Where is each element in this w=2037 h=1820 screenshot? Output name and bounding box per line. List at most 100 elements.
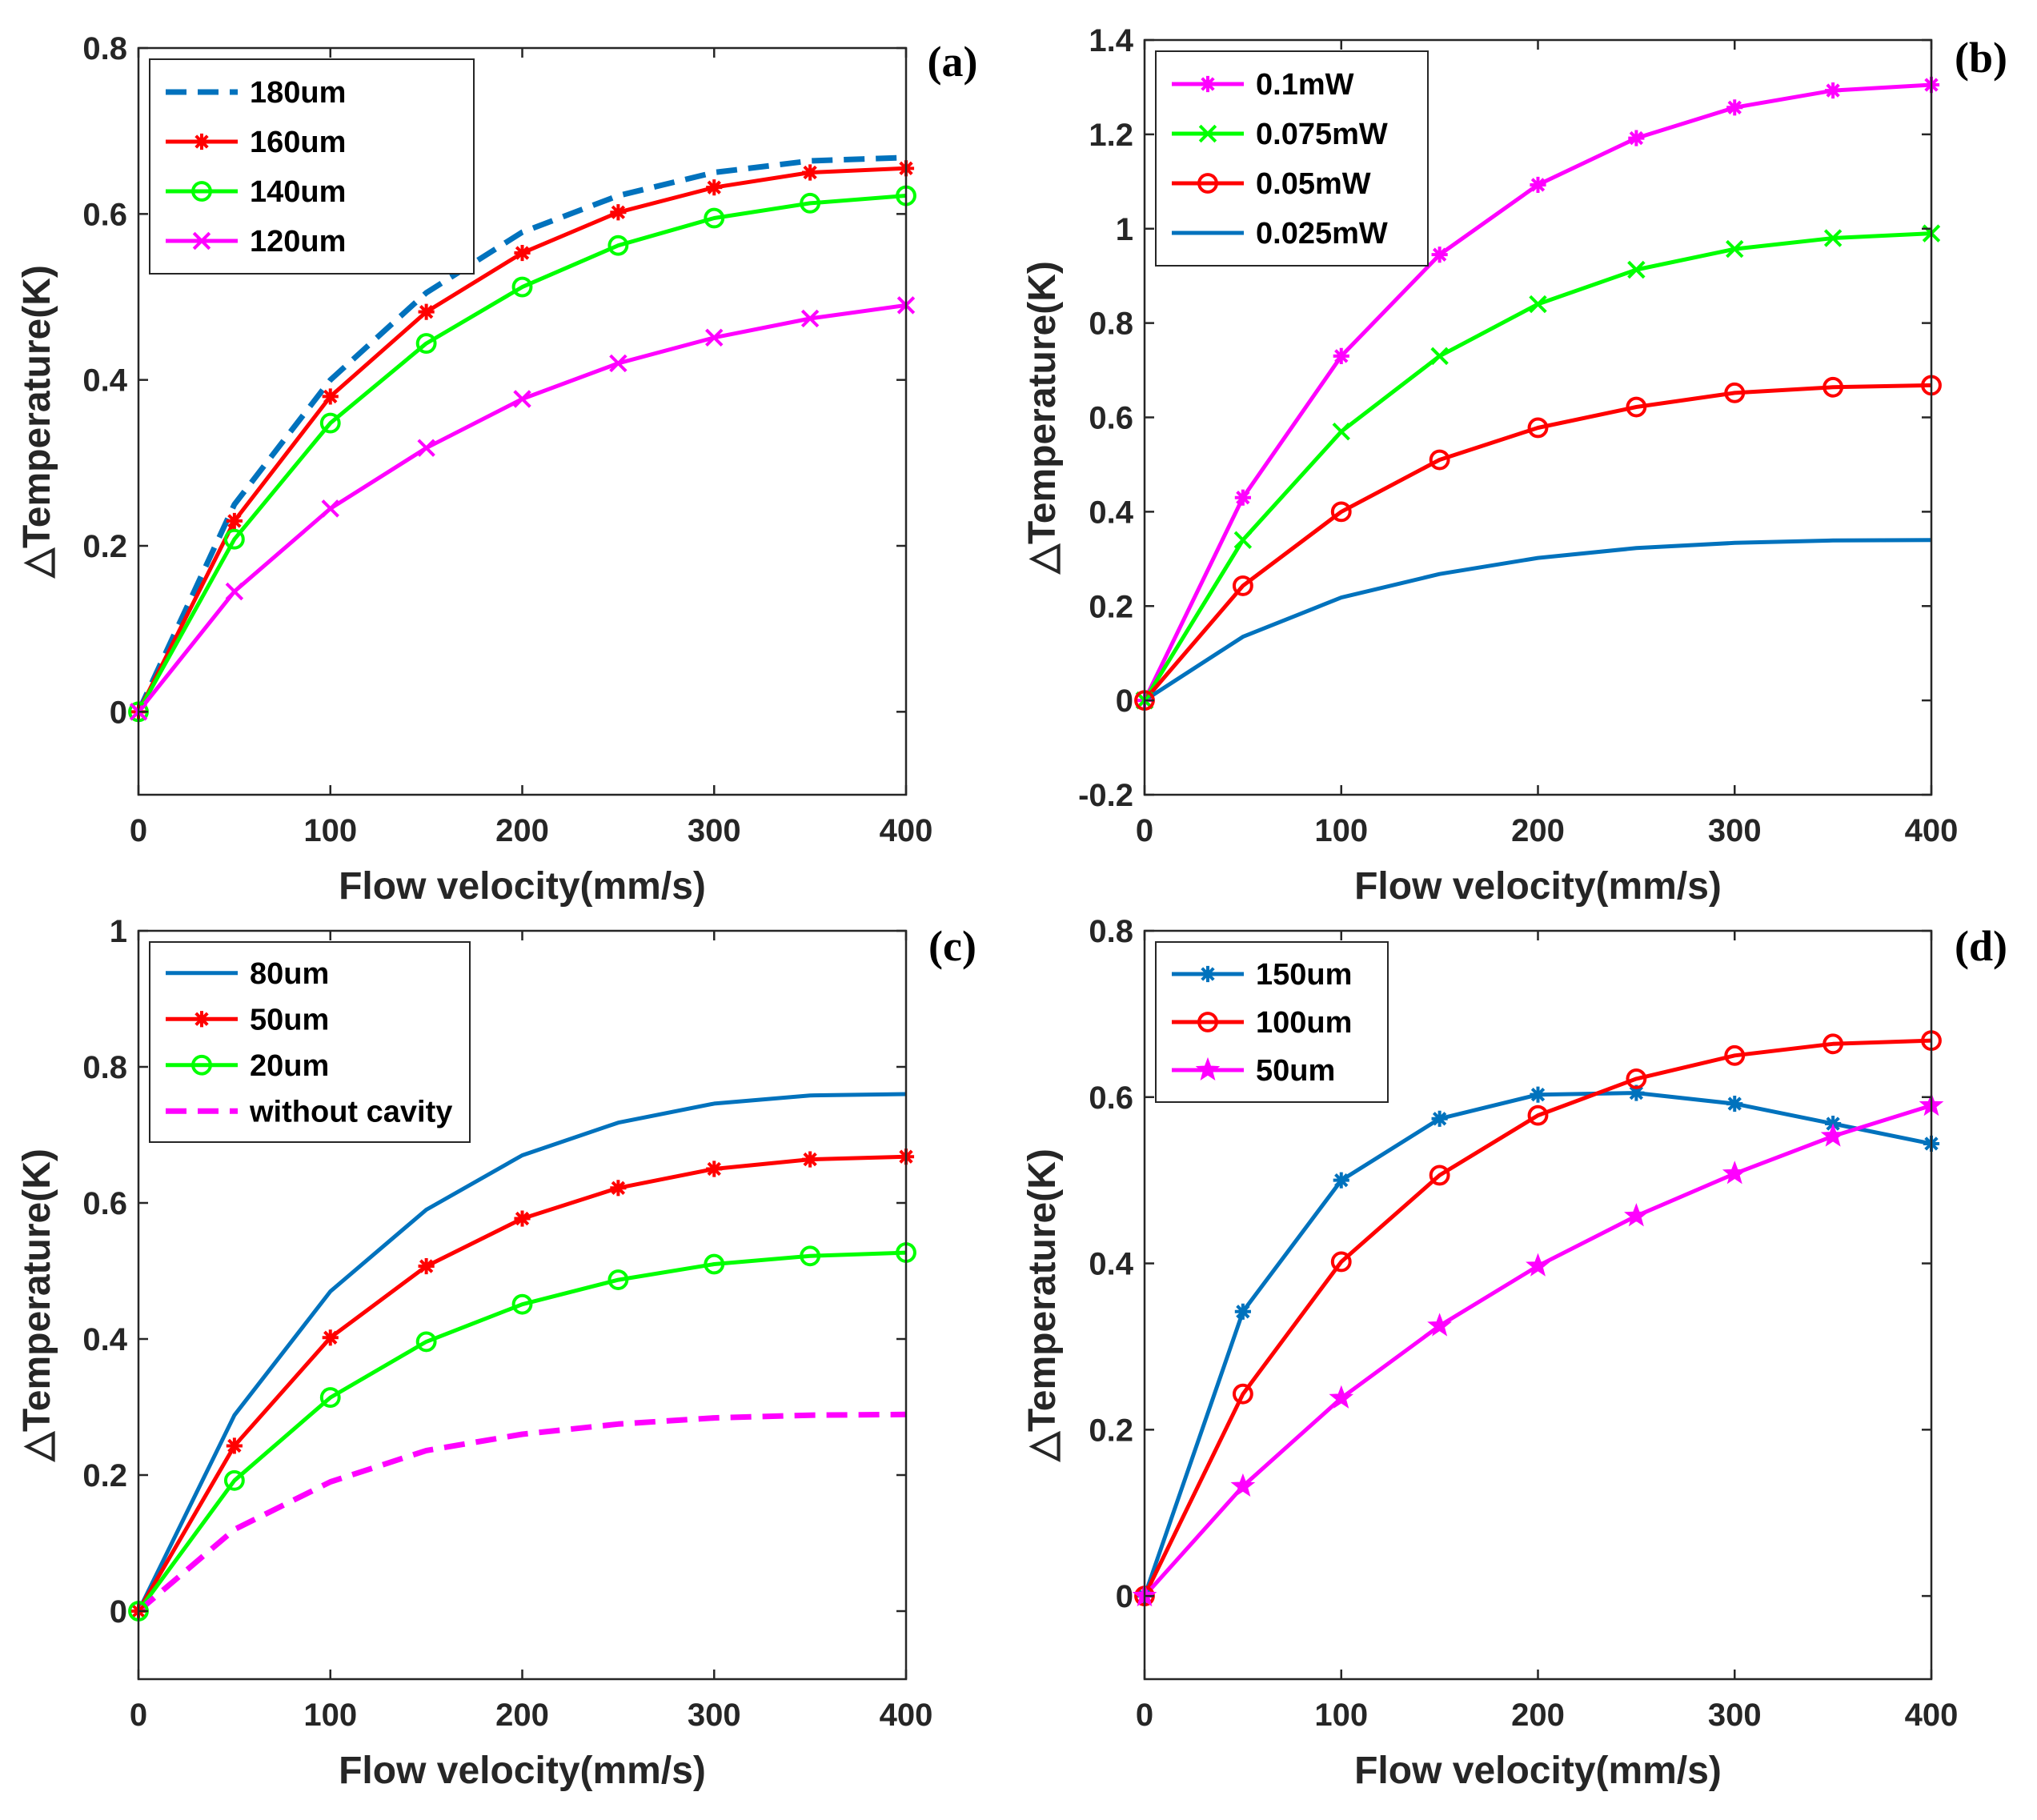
y-axis-label: △Temperature(K) [1021, 1149, 1064, 1463]
marker-c1-s1-p5 [1627, 260, 1646, 279]
y-tick-label: 0 [110, 1594, 127, 1630]
marker-c2-s2-p3 [415, 1331, 437, 1353]
marker-c1-s2-p7 [1822, 376, 1844, 398]
y-tick-label: 0.4 [82, 1322, 127, 1357]
legend-entry: 160um [250, 126, 346, 159]
marker-c1-s0-p5 [1628, 130, 1645, 146]
x-tick-label: 200 [1511, 813, 1565, 848]
marker-c0-s3-p4 [513, 390, 531, 408]
y-tick-label: 0.6 [82, 197, 127, 232]
y-tick-label: 0.8 [82, 1050, 127, 1085]
series-line-without-cavity [138, 1411, 906, 1614]
marker-c0-s3-p1 [225, 582, 244, 601]
marker-c1-s1-p7 [1823, 229, 1843, 247]
marker-c1-s0-p6 [1726, 99, 1743, 116]
legend: 180um 160um 140um 120um [149, 58, 475, 275]
marker-c0-s1-p7 [802, 164, 819, 181]
marker-c1-s2-p2 [1330, 501, 1352, 523]
marker-c3-s2-p3 [1427, 1313, 1452, 1337]
marker-c3-s2-p5 [1624, 1203, 1649, 1227]
marker-c0-s3-p7 [800, 309, 820, 328]
marker-c3-s2-plegend [1195, 1056, 1221, 1081]
x-tick-label: 0 [1136, 1698, 1153, 1733]
marker-c3-s0-p4 [1530, 1086, 1546, 1103]
x-axis-label: Flow velocity(mm/s) [339, 865, 706, 908]
y-tick-label: 0.8 [1089, 307, 1133, 342]
marker-c2-s2-p5 [607, 1269, 629, 1290]
marker-c0-s2-p5 [607, 235, 629, 256]
x-tick-label: 100 [1314, 813, 1368, 848]
marker-c1-s2-plegend [1197, 173, 1218, 194]
x-tick-label: 100 [1314, 1698, 1368, 1733]
marker-c1-s2-p5 [1626, 396, 1647, 418]
x-tick-label: 300 [688, 813, 741, 848]
marker-c2-s2-p6 [704, 1253, 725, 1275]
x-axis-label: Flow velocity(mm/s) [1354, 1750, 1722, 1792]
legend-entry: 0.025mW [1256, 217, 1388, 251]
y-tick-label: 1.4 [1089, 23, 1133, 58]
x-tick-label: 300 [1708, 1698, 1762, 1733]
legend: 80um 50um 20um without cavity [149, 941, 471, 1143]
marker-c3-s2-p7 [1820, 1123, 1846, 1147]
x-tick-label: 0 [1136, 813, 1153, 848]
legend-entry: 20um [250, 1049, 329, 1083]
marker-c1-s1-p6 [1726, 239, 1744, 259]
y-tick-label: 0.2 [82, 529, 127, 564]
y-tick-label: 1.2 [1089, 118, 1133, 153]
y-tick-label: 0.4 [1089, 495, 1133, 530]
y-axis-label: △Temperature(K) [16, 265, 58, 579]
marker-c3-s0-plegend [1199, 965, 1217, 983]
marker-c1-s1-p2 [1332, 422, 1350, 441]
series-line-20um [138, 1250, 906, 1613]
legend-entry: 140um [250, 175, 346, 209]
series-line-0.025mW [1145, 538, 1931, 703]
marker-c1-s2-p1 [1232, 575, 1253, 596]
marker-c1-s0-p4 [1530, 176, 1546, 194]
panel-label: (b) [1955, 34, 2007, 82]
y-tick-label: 0.2 [1089, 589, 1133, 624]
marker-c3-s1-p6 [1724, 1044, 1746, 1066]
marker-c0-s1-p5 [610, 204, 627, 221]
marker-c0-s2-plegend [191, 181, 212, 202]
legend-entry: 150um [1256, 958, 1352, 992]
marker-c0-s2-p6 [704, 207, 725, 229]
y-tick-label: 0.4 [82, 363, 127, 399]
series-line-80um [138, 1092, 906, 1613]
y-tick-label: 1 [1116, 212, 1133, 247]
marker-c2-s1-p3 [418, 1257, 435, 1275]
x-tick-label: 400 [1905, 813, 1959, 848]
marker-c0-s3-plegend [192, 231, 211, 251]
legend-entry: 50um [250, 1003, 329, 1036]
series-line-140um [138, 194, 906, 713]
marker-c3-s0-p3 [1431, 1110, 1448, 1127]
marker-c1-s1-p1 [1233, 531, 1253, 549]
marker-c3-s0-p6 [1726, 1096, 1743, 1112]
marker-c1-s0-p7 [1825, 82, 1842, 99]
marker-c3-s2-p2 [1329, 1385, 1354, 1409]
marker-c3-s1-p5 [1626, 1068, 1647, 1089]
x-tick-label: 100 [303, 1698, 357, 1733]
x-tick-label: 200 [495, 813, 549, 848]
legend-entry: 50um [1256, 1054, 1335, 1088]
marker-c3-s1-p2 [1330, 1251, 1352, 1273]
marker-c1-s1-plegend [1198, 124, 1217, 143]
marker-c2-s1-p5 [610, 1180, 627, 1197]
marker-c2-s2-plegend [191, 1054, 212, 1076]
x-tick-label: 200 [495, 1698, 549, 1733]
marker-c0-s3-p2 [321, 499, 339, 518]
marker-c2-s2-p1 [223, 1469, 245, 1491]
y-tick-label: 0.4 [1089, 1247, 1133, 1282]
marker-c1-s0-plegend [1199, 75, 1217, 93]
legend-entry: 120um [250, 225, 346, 259]
marker-c2-s2-p7 [800, 1245, 821, 1267]
chart-panel-c: 0 100 200 300 400 0 0.2 0.4 0.6 0.8 1 Flow velocity… [16, 914, 976, 1792]
marker-c3-s0-p1 [1234, 1303, 1251, 1320]
marker-c2-s1-p2 [322, 1329, 339, 1346]
series-line-180um [138, 154, 906, 713]
x-tick-label: 100 [303, 813, 357, 848]
marker-c1-s1-p4 [1529, 295, 1547, 314]
marker-c0-s3-p5 [609, 354, 628, 373]
y-tick-label: 0.6 [82, 1186, 127, 1221]
marker-c2-s2-p2 [319, 1387, 341, 1409]
